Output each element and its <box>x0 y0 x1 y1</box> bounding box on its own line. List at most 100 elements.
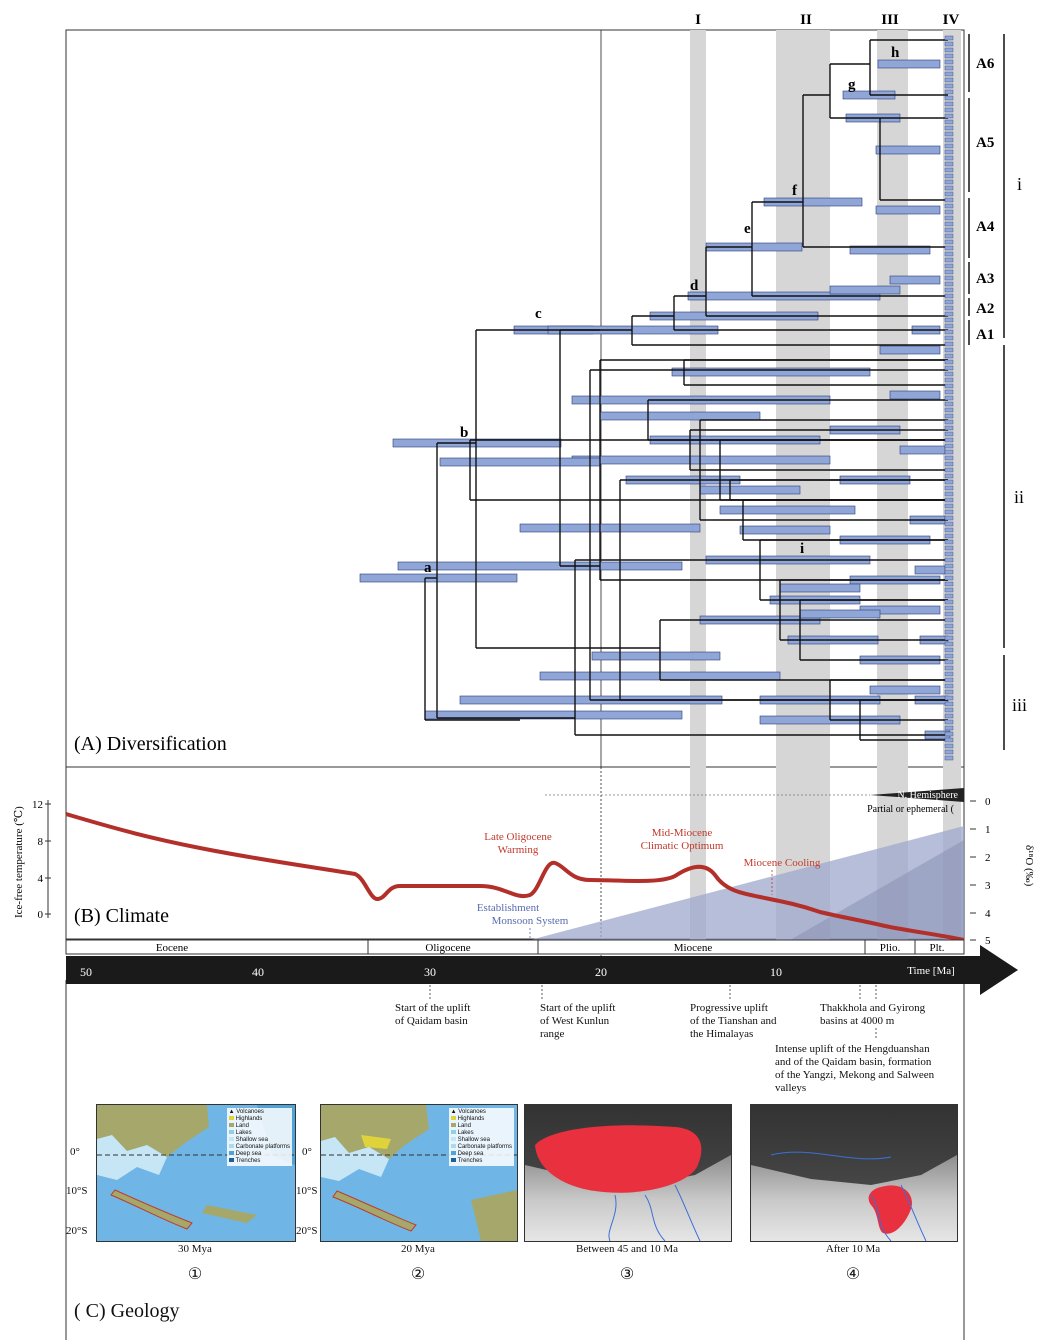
map1-lat-0: 0° <box>70 1146 80 1158</box>
panel-a-title: (A) Diversification <box>74 733 227 755</box>
tip-bar <box>944 395 954 401</box>
map3-number: ③ <box>619 1266 635 1283</box>
tip-bar <box>944 599 954 605</box>
tip-bar <box>944 125 954 131</box>
event-hengduan-line3: of the Yangzi, Mekong and Salween <box>775 1069 935 1081</box>
band-label-I: I <box>695 12 701 28</box>
tip-bar <box>944 629 954 635</box>
time-tick-label: 10 <box>770 965 782 979</box>
event-thakkhola: Thakkhola and Gyirong basins at 4000 m <box>820 1002 925 1028</box>
clade-label-A4: A4 <box>976 219 995 235</box>
node-label-b: b <box>460 425 468 441</box>
tip-bar <box>944 89 954 95</box>
tip-bar <box>944 371 954 377</box>
tip-bar <box>944 473 954 479</box>
map1-number: ① <box>187 1266 203 1283</box>
node-hpd-bar <box>571 455 831 465</box>
map-legend: ▲ Volcanoes Highlands Land Lakes Shallow… <box>226 1108 292 1166</box>
time-unit: Time [Ma] <box>907 965 955 977</box>
tip-bar <box>944 665 954 671</box>
epoch-eocene <box>65 939 369 955</box>
tip-bar <box>944 557 954 563</box>
relief-map-after-10ma <box>750 1104 958 1242</box>
climate-y-axis: 12 8 4 0 <box>32 799 51 921</box>
paleomap-30mya: ▲ Volcanoes Highlands Land Lakes Shallow… <box>96 1104 296 1242</box>
event-hengduan-line2: and of the Qaidam basin, formation <box>775 1056 932 1068</box>
legend-text: Lakes <box>457 1130 474 1136</box>
tip-bar <box>944 131 954 137</box>
landmass-australia <box>471 1190 517 1241</box>
tip-bar <box>944 515 954 521</box>
legend-carbonate: Carbonate platforms <box>450 1144 512 1151</box>
node-label-f: f <box>792 183 798 199</box>
climate-curve <box>65 812 965 942</box>
tip-bar <box>944 419 954 425</box>
tip-bar <box>944 305 954 311</box>
node-hpd-bar <box>739 525 831 535</box>
tip-bar <box>944 245 954 251</box>
event-monsoon-1: Establishment <box>477 902 539 914</box>
tip-bar <box>944 293 954 299</box>
node-hpd-bar <box>849 245 931 255</box>
legend-text: Shallow sea <box>457 1137 490 1143</box>
map2-lat-0: 0° <box>302 1146 312 1158</box>
tip-bar <box>944 383 954 389</box>
event-thakkhola-line2: basins at 4000 m <box>820 1015 895 1027</box>
legend-text: Shallow sea <box>235 1137 268 1143</box>
legend-trenches: Trenches <box>228 1158 290 1165</box>
climate-y2-axis: 0 1 2 3 4 5 <box>970 796 991 947</box>
node-hpd-bar <box>875 145 941 155</box>
node-hpd-bar <box>519 523 701 533</box>
epoch-label-miocene: Miocene <box>674 942 713 954</box>
y2-tick-label: 0 <box>985 796 991 808</box>
tip-bar <box>944 635 954 641</box>
time-tick-label: 40 <box>252 965 264 979</box>
epoch-label-oligocene: Oligocene <box>425 942 470 954</box>
landmass-asia <box>321 1105 429 1159</box>
tip-bar <box>944 461 954 467</box>
legend-text: Trenches <box>457 1158 483 1164</box>
event-kunlun-line1: Start of the uplift <box>540 1002 616 1014</box>
legend-deep: Deep sea <box>228 1151 290 1158</box>
tip-bar <box>944 47 954 53</box>
group-label-iii: iii <box>1012 695 1027 715</box>
tip-bar <box>944 155 954 161</box>
node-hpd-bar <box>889 390 941 400</box>
tip-bar <box>944 251 954 257</box>
time-tick-label: 30 <box>424 965 436 979</box>
node-label-d: d <box>690 278 699 294</box>
tip-bar <box>944 65 954 71</box>
clade-label-A1: A1 <box>976 327 994 343</box>
tip-bar <box>944 563 954 569</box>
node-hpd-bar <box>699 485 801 495</box>
event-tianshan-line1: Progressive uplift <box>690 1002 768 1014</box>
y2-axis-title: δ¹⁸O (‰) <box>1023 845 1035 887</box>
node-hpd-bar <box>899 445 946 455</box>
tip-bar <box>944 413 954 419</box>
y-tick-label: 12 <box>32 799 43 811</box>
tip-bar <box>944 257 954 263</box>
tip-bar <box>944 671 954 677</box>
tip-bar <box>944 101 954 107</box>
tip-bar <box>944 41 954 47</box>
landmass-sumatra <box>110 1189 193 1230</box>
node-hpd-bar <box>779 583 861 593</box>
tip-bar <box>944 743 954 749</box>
tip-bar <box>944 173 954 179</box>
y-tick-label: 0 <box>38 909 44 921</box>
legend-highlands: Highlands <box>450 1116 512 1123</box>
node-hpd-bar <box>671 367 871 377</box>
legend-volcanoes: ▲ Volcanoes <box>228 1109 264 1115</box>
node-hpd-bar <box>869 685 941 695</box>
map-legend: ▲ Volcanoes Highlands Land Lakes Shallow… <box>448 1108 514 1166</box>
tip-bar <box>944 677 954 683</box>
tip-bar <box>944 287 954 293</box>
tip-bar <box>944 431 954 437</box>
tip-bar <box>944 521 954 527</box>
tip-bar <box>944 527 954 533</box>
node-label-e: e <box>744 221 751 237</box>
tip-bar <box>944 737 954 743</box>
tip-bar <box>944 497 954 503</box>
tip-bar <box>944 341 954 347</box>
node-hpd-bar <box>889 275 941 285</box>
